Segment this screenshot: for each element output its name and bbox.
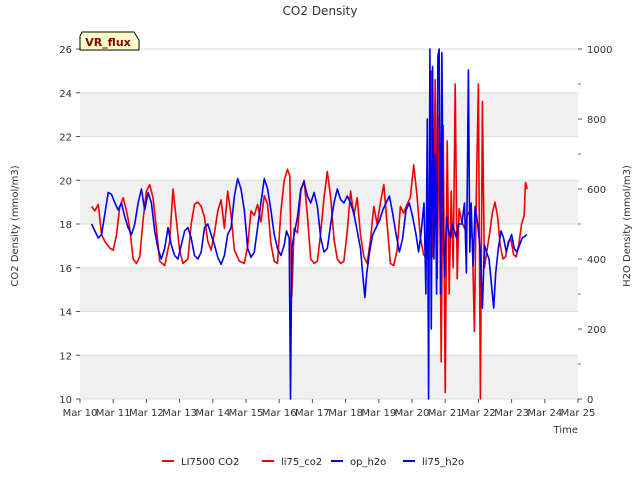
y-tick-label: 20 [59, 176, 72, 187]
y2-tick-label: 0 [587, 395, 593, 406]
legend-label: LI7500 CO2 [181, 457, 239, 468]
badge-label: VR_flux [85, 36, 131, 49]
plot-band [80, 92, 578, 137]
y-axis-title-left: CO2 Density (mmol/m3) [10, 165, 21, 286]
x-tick-label: Mar 23 [494, 408, 529, 419]
legend: LI7500 CO2 li75_co2 op_h2o li75_h2o [162, 457, 464, 468]
x-tick-label: Mar 19 [361, 408, 396, 419]
x-tick-label: Mar 25 [561, 408, 596, 419]
x-tick-label: Mar 20 [395, 408, 430, 419]
y-tick-label: 24 [59, 89, 72, 100]
y-tick-label: 18 [59, 220, 72, 231]
x-tick-label: Mar 12 [129, 408, 164, 419]
gridlines [80, 48, 578, 400]
x-tick-label: Mar 16 [262, 408, 297, 419]
x-tick-label: Mar 21 [428, 408, 463, 419]
x-tick-label: Mar 17 [295, 408, 330, 419]
x-tick-label: Mar 10 [63, 408, 98, 419]
x-tick-label: Mar 14 [195, 408, 230, 419]
x-tick-label: Mar 24 [527, 408, 562, 419]
y-axis-title-right: H2O Density (mmol/m3) [622, 165, 633, 287]
x-tick-label: Mar 22 [461, 408, 496, 419]
y-tick-label: 16 [59, 264, 72, 275]
y2-tick-label: 400 [587, 255, 606, 266]
legend-label: li75_co2 [281, 457, 322, 468]
x-axis-title: Time [553, 425, 578, 436]
plot-band [80, 355, 578, 399]
x-tick-label: Mar 15 [229, 408, 264, 419]
y-tick-label: 12 [59, 351, 72, 362]
x-tick-label: Mar 13 [162, 408, 197, 419]
chart-title: CO2 Density [283, 4, 358, 18]
y2-tick-label: 800 [587, 115, 606, 126]
series-layer [90, 48, 528, 400]
y2-tick-label: 600 [587, 185, 606, 196]
legend-label: li75_h2o [422, 457, 464, 468]
y2-tick-label: 1000 [587, 45, 612, 56]
vr-flux-badge: VR_flux [79, 31, 140, 51]
plot-band [80, 267, 578, 312]
y-tick-label: 14 [59, 308, 72, 319]
series-line-li75_h2o [90, 48, 528, 400]
y-tick-label: 22 [59, 133, 72, 144]
axis-ticks: 10 12 14 16 18 20 22 24 26 0 200 400 600 800 1000 Mar 1… [59, 45, 612, 419]
badge-box [79, 31, 140, 51]
y-tick-label: 10 [59, 395, 72, 406]
x-tick-label: Mar 18 [328, 408, 363, 419]
legend-label: op_h2o [350, 457, 386, 468]
y2-tick-label: 200 [587, 325, 606, 336]
x-tick-label: Mar 11 [96, 408, 131, 419]
y-tick-label: 26 [59, 45, 72, 56]
